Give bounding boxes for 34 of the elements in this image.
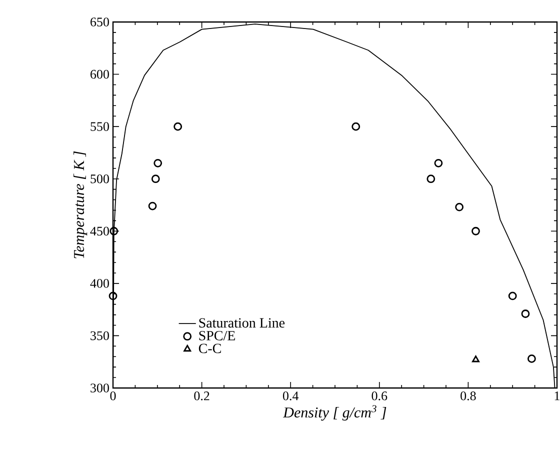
y-tick-label: 400 (90, 279, 109, 288)
y-tick-label: 350 (90, 331, 109, 340)
y-tick-label: 600 (90, 70, 109, 79)
y-axis-title: Temperature [ K ] (74, 151, 88, 258)
point (151, 174, 160, 184)
point (154, 158, 162, 168)
y-tick-label: 300 (90, 384, 109, 392)
point (174, 122, 182, 131)
point (108, 292, 118, 300)
point (455, 202, 464, 212)
point (148, 202, 157, 210)
text: Density [ g/cm$^{3}$ ] (283, 405, 386, 421)
legend-label: SPC/E (199, 330, 235, 340)
x-tick-label: 0.4 (282, 392, 299, 400)
legend-label: C-C (198, 344, 221, 354)
point (521, 310, 530, 318)
x-tick-label: 0.8 (460, 392, 476, 400)
point (472, 226, 480, 236)
y-tick-label: 500 (90, 174, 109, 184)
x-tick-label: 1 (554, 392, 560, 400)
point (110, 226, 118, 236)
point (352, 122, 360, 131)
x-tick-label: 0.6 (372, 392, 388, 400)
x-tick-label: 0 (110, 392, 116, 400)
point (527, 354, 536, 363)
x-tick-label: 0.2 (194, 392, 210, 400)
y-tick-label: 650 (90, 18, 109, 26)
point (434, 158, 443, 168)
y-tick-label: 550 (90, 122, 109, 131)
y-tick-label: 450 (90, 226, 109, 236)
point (472, 356, 480, 362)
legend-label: Saturation Line (199, 318, 285, 328)
point (508, 292, 517, 300)
point (426, 174, 436, 184)
